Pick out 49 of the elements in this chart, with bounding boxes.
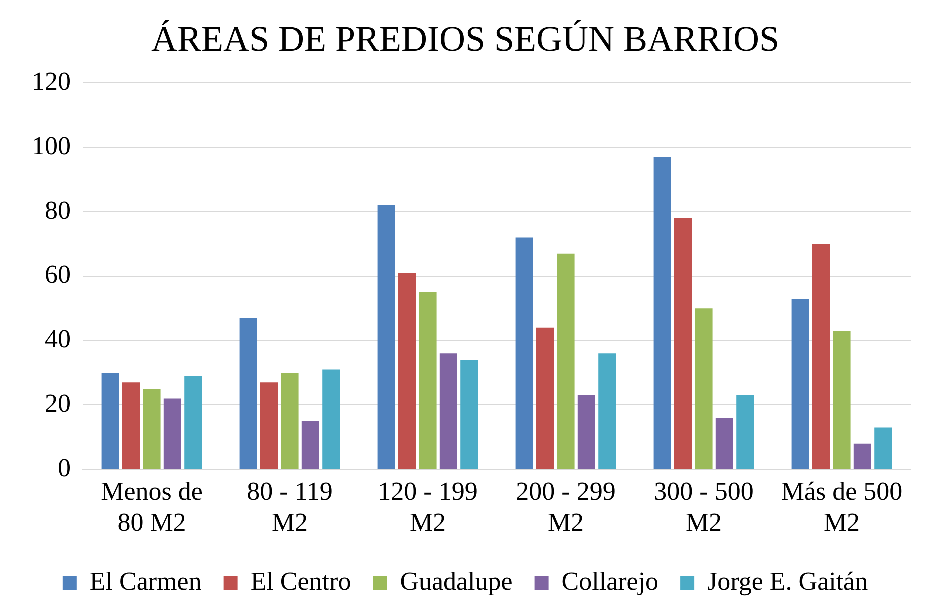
x-tick-label: Más de 500 M2 bbox=[781, 477, 903, 538]
x-tick-label: 200 - 299 M2 bbox=[516, 477, 616, 538]
legend-label: El Centro bbox=[250, 566, 352, 596]
bar bbox=[736, 396, 754, 470]
bar bbox=[302, 421, 320, 470]
bar bbox=[654, 157, 672, 470]
bar bbox=[240, 318, 258, 470]
bar bbox=[419, 292, 437, 470]
bar bbox=[874, 428, 892, 470]
x-tick-label: 300 - 500 M2 bbox=[654, 477, 754, 538]
legend-label: Jorge E. Gaitán bbox=[708, 566, 868, 596]
bar bbox=[398, 273, 416, 470]
bar bbox=[578, 396, 596, 470]
legend-label: Guadalupe bbox=[400, 566, 513, 596]
legend-label: El Carmen bbox=[90, 566, 202, 596]
y-tick-label: 60 bbox=[45, 260, 71, 290]
chart-title: ÁREAS DE PREDIOS SEGÚN BARRIOS bbox=[151, 19, 780, 60]
bar bbox=[833, 331, 851, 470]
bar bbox=[557, 254, 575, 470]
bar bbox=[184, 376, 202, 470]
y-tick-label: 120 bbox=[32, 67, 71, 96]
bar bbox=[440, 354, 458, 470]
y-tick-label: 20 bbox=[45, 389, 71, 418]
bar bbox=[536, 328, 554, 470]
bar bbox=[122, 382, 140, 470]
x-tick-label: Menos de 80 M2 bbox=[101, 477, 203, 538]
legend-label: Collarejo bbox=[562, 566, 659, 596]
bar bbox=[516, 238, 534, 470]
bar bbox=[322, 370, 340, 470]
x-tick-label: 120 - 199 M2 bbox=[378, 477, 478, 538]
bar bbox=[598, 354, 616, 470]
bar bbox=[460, 360, 478, 470]
bar bbox=[164, 398, 182, 470]
y-tick-label: 0 bbox=[58, 453, 71, 482]
bar bbox=[102, 373, 120, 470]
bar bbox=[812, 244, 830, 470]
bar bbox=[281, 373, 299, 470]
bar bbox=[716, 418, 734, 470]
bar bbox=[854, 444, 872, 470]
bar bbox=[143, 389, 161, 470]
bar bbox=[260, 382, 278, 470]
y-tick-label: 80 bbox=[45, 196, 71, 225]
x-tick-label: 80 - 119 M2 bbox=[247, 477, 333, 538]
bar bbox=[674, 218, 692, 470]
bar bbox=[378, 206, 396, 470]
y-tick-label: 40 bbox=[45, 324, 71, 354]
bar bbox=[695, 308, 713, 470]
bar bbox=[792, 298, 810, 470]
y-tick-label: 100 bbox=[32, 131, 71, 160]
